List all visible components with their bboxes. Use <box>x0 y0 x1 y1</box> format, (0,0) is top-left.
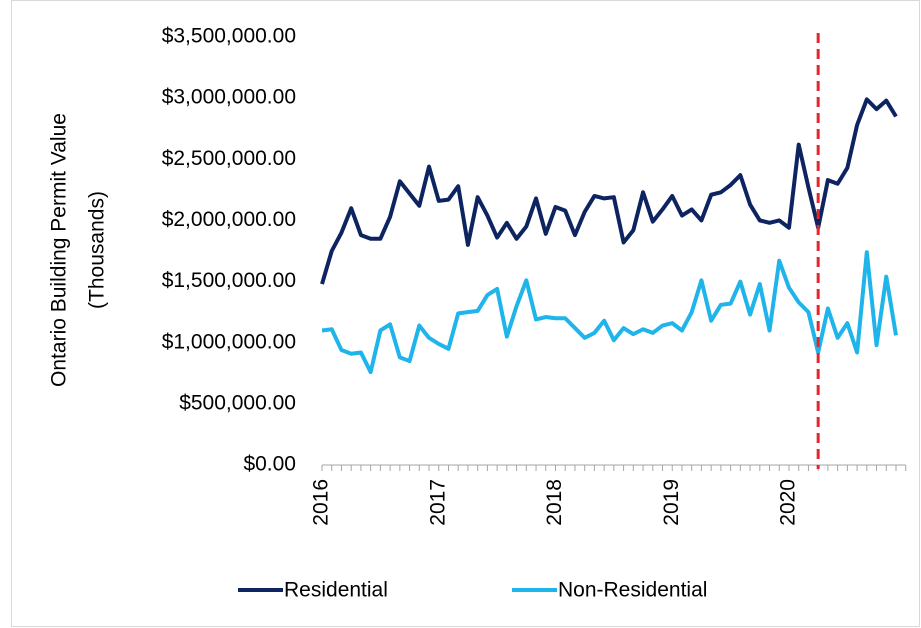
series-line <box>320 97 898 285</box>
x-tick-label: 2016 <box>310 479 333 526</box>
x-tick-label: 2020 <box>777 479 800 526</box>
y-axis-label: (Thousands) <box>86 191 109 309</box>
y-tick-label: $1,000,000.00 <box>162 330 296 353</box>
chart-border <box>11 0 920 627</box>
legend-label: Residential <box>284 579 388 602</box>
x-tick-label: 2018 <box>543 479 566 526</box>
y-tick-label: $1,500,000.00 <box>162 269 296 292</box>
series-line <box>321 250 898 375</box>
x-tick-label: 2019 <box>660 479 683 526</box>
y-tick-label: $3,500,000.00 <box>162 25 296 48</box>
legend-label: Non-Residential <box>558 579 707 602</box>
y-tick-label: $0.00 <box>243 453 296 476</box>
y-axis-label: Ontario Building Permit Value <box>48 113 71 387</box>
y-tick-label: $2,000,000.00 <box>162 208 296 231</box>
x-tick-label: 2017 <box>426 479 449 526</box>
y-tick-label: $2,500,000.00 <box>162 147 296 170</box>
y-tick-label: $500,000.00 <box>179 391 296 414</box>
y-tick-label: $3,000,000.00 <box>162 86 296 109</box>
